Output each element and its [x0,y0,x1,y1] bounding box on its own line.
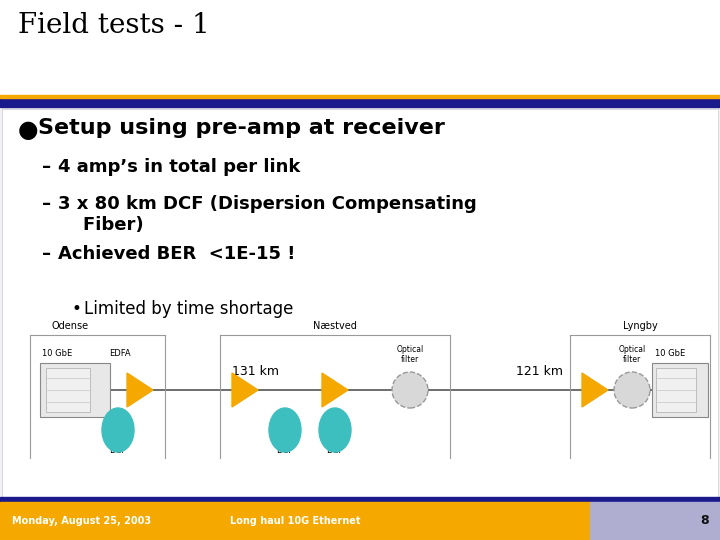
Text: DCF: DCF [326,446,343,455]
Text: Næstved: Næstved [313,321,357,331]
Text: 121 km: 121 km [516,365,564,378]
Text: Lyngby: Lyngby [623,321,657,331]
Text: ●: ● [18,118,39,142]
Text: 10 GbE: 10 GbE [655,349,685,358]
Bar [0,107,720,502]
Text: •: • [72,300,82,318]
Bar [652,363,708,417]
Circle shape [392,372,428,408]
Ellipse shape [269,408,301,452]
Text: 10 GbE: 10 GbE [42,349,72,358]
Text: Odense: Odense [51,321,89,331]
Bar [0,502,590,540]
Text: Achieved BER  <1E-15 !: Achieved BER <1E-15 ! [58,245,295,263]
Bar [590,502,720,540]
Text: 4 amp’s in total per link: 4 amp’s in total per link [58,158,300,176]
Text: 8: 8 [701,515,709,528]
Text: –: – [42,245,51,263]
Text: DCF: DCF [109,446,127,455]
Text: EDFA: EDFA [109,349,131,358]
Bar [46,368,90,412]
Text: DCF: DCF [276,446,294,455]
Circle shape [614,372,650,408]
Bar [0,98,720,107]
Text: 3 x 80 km DCF (Dispersion Compensating
    Fiber): 3 x 80 km DCF (Dispersion Compensating F… [58,195,477,234]
Text: Monday, August 25, 2003: Monday, August 25, 2003 [12,516,151,526]
Ellipse shape [319,408,351,452]
Polygon shape [127,373,153,407]
Text: Optical
filter: Optical filter [618,345,646,364]
Text: Field tests - 1: Field tests - 1 [18,12,210,39]
Bar [2,109,718,502]
Bar [0,95,720,98]
Text: –: – [42,195,51,213]
Text: Long haul 10G Ethernet: Long haul 10G Ethernet [230,516,361,526]
Text: Setup using pre-amp at receiver: Setup using pre-amp at receiver [38,118,445,138]
Ellipse shape [102,408,134,452]
Text: –: – [42,158,51,176]
Text: 131 km: 131 km [232,365,279,378]
Bar [0,497,720,502]
Text: Limited by time shortage: Limited by time shortage [84,300,293,318]
Polygon shape [232,373,258,407]
Polygon shape [322,373,348,407]
Bar [656,368,696,412]
Polygon shape [582,373,608,407]
Text: Optical
filter: Optical filter [397,345,423,364]
Bar [40,363,110,417]
